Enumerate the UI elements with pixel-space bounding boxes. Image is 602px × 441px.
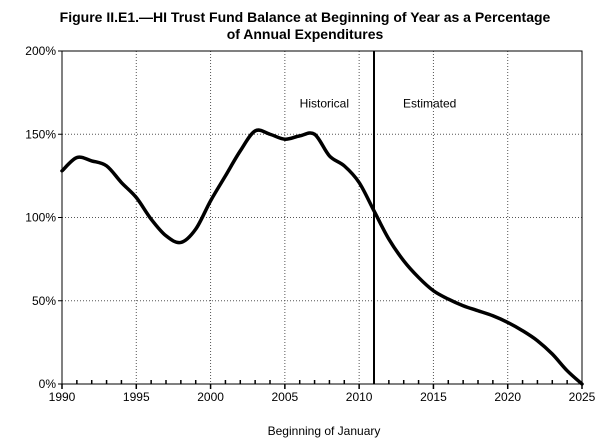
x-tick-label-2010: 2010 bbox=[346, 390, 373, 404]
x-tick-label-1995: 1995 bbox=[123, 390, 150, 404]
x-tick-label-1990: 1990 bbox=[49, 390, 76, 404]
y-tick-label-200: 200% bbox=[25, 44, 56, 58]
y-tick-label-100: 100% bbox=[25, 211, 56, 225]
y-tick-label-50: 50% bbox=[32, 294, 56, 308]
x-tick-label-2020: 2020 bbox=[494, 390, 521, 404]
series-layer bbox=[60, 128, 584, 386]
series-line-0 bbox=[60, 128, 584, 386]
chart-title-line-1: Figure II.E1.—HI Trust Fund Balance at B… bbox=[60, 9, 551, 25]
annotation-estimated: Estimated bbox=[403, 97, 456, 111]
x-tick-label-2005: 2005 bbox=[272, 390, 299, 404]
y-tick-label-150: 150% bbox=[25, 127, 56, 141]
y-ticks: 0% 50% 100% 150% 200% bbox=[25, 44, 62, 391]
x-axis-title: Beginning of January bbox=[268, 424, 381, 438]
chart-title-line-2: of Annual Expenditures bbox=[227, 26, 384, 42]
annotation-historical: Historical bbox=[300, 97, 349, 111]
x-tick-label-2025: 2025 bbox=[569, 390, 596, 404]
x-tick-label-2000: 2000 bbox=[197, 390, 224, 404]
annotations: Historical Estimated bbox=[300, 51, 456, 384]
y-tick-label-0: 0% bbox=[39, 377, 57, 391]
x-tick-label-2015: 2015 bbox=[420, 390, 447, 404]
